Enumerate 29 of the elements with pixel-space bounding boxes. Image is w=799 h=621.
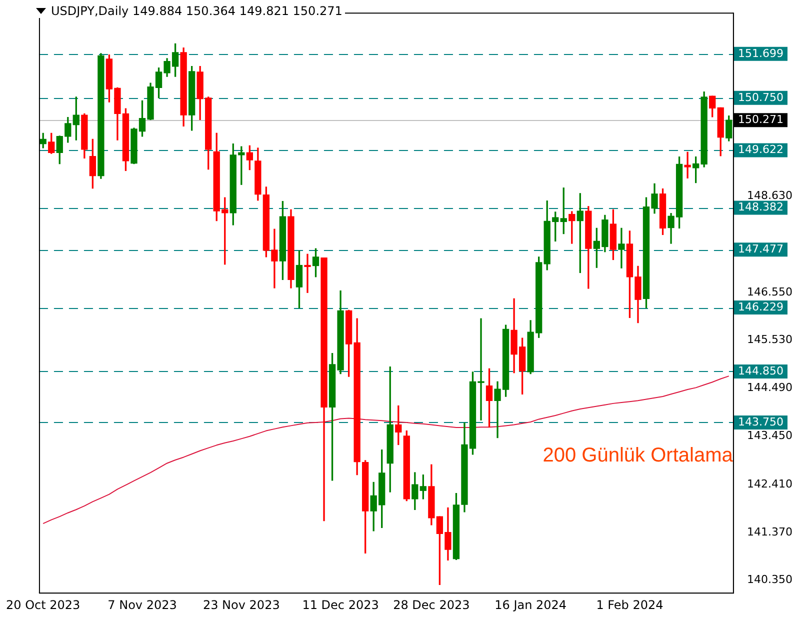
- series-label: 200 Günlük Ortalama: [542, 444, 734, 467]
- ref-line-label: 150.750: [738, 90, 784, 104]
- x-tick-label: 28 Dec 2023: [393, 598, 470, 612]
- x-tick-label: 16 Jan 2024: [494, 598, 567, 612]
- y-tick-label: 143.450: [747, 429, 792, 442]
- ref-line-label: 144.850: [738, 364, 784, 378]
- y-tick-label: 145.530: [747, 332, 792, 346]
- ref-line-label: 148.382: [738, 200, 784, 214]
- x-tick-label: 20 Oct 2023: [6, 598, 80, 612]
- candlestick: [684, 152, 691, 178]
- ref-line-label: 149.622: [738, 143, 784, 156]
- ref-line-label: 147.477: [738, 242, 784, 256]
- ref-line-label: 151.699: [738, 46, 784, 60]
- candlestick: [618, 228, 625, 268]
- y-tick-label: 144.490: [747, 381, 792, 394]
- y-tick-label: 141.370: [747, 526, 792, 539]
- x-tick-label: 1 Feb 2024: [596, 598, 664, 612]
- ref-line-label: 143.750: [738, 415, 784, 428]
- x-tick-label: 23 Nov 2023: [202, 598, 280, 612]
- x-tick-label: 11 Dec 2023: [302, 598, 379, 612]
- x-tick-label: 7 Nov 2023: [108, 598, 177, 612]
- ref-line-label: 146.229: [738, 300, 784, 314]
- ref-line-label: 150.271: [738, 112, 784, 126]
- chart-title: USDJPY,Daily 149.884 150.364 149.821 150.271: [51, 4, 342, 18]
- y-tick-label: 146.550: [747, 285, 792, 298]
- candlestick: [304, 254, 311, 293]
- y-tick-label: 140.350: [747, 572, 792, 586]
- y-tick-label: 148.630: [747, 189, 792, 202]
- y-tick-label: 142.410: [747, 477, 792, 490]
